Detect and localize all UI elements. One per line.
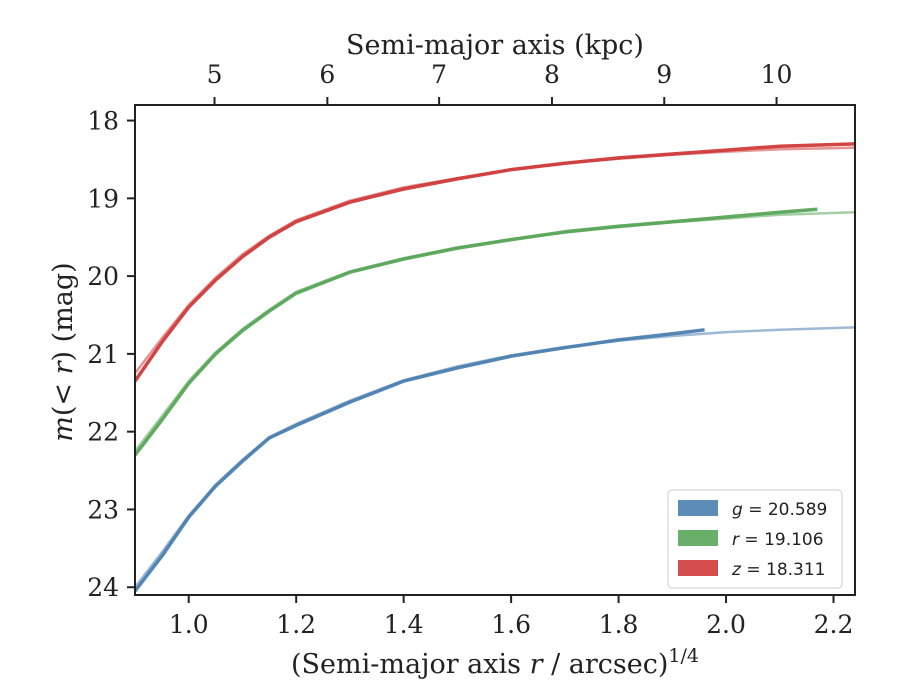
x-tick-label: 1.8 xyxy=(599,610,639,639)
legend-swatch-z xyxy=(678,560,718,576)
top-x-tick-label: 5 xyxy=(207,60,223,89)
legend-entry-r: r = 19.106 xyxy=(732,530,824,550)
y-tick-label: 24 xyxy=(87,573,119,602)
top-x-axis-title: Semi-major axis (kpc) xyxy=(346,30,644,61)
legend-entry-g: g = 20.589 xyxy=(732,500,827,520)
y-tick-label: 19 xyxy=(87,184,119,213)
series-layer xyxy=(135,142,855,593)
legend-swatch-g xyxy=(678,500,718,516)
top-x-tick-label: 7 xyxy=(431,60,447,89)
top-x-tick-label: 9 xyxy=(656,60,672,89)
y-tick-label: 23 xyxy=(87,495,119,524)
top-x-tick-label: 8 xyxy=(544,60,560,89)
x-tick-label: 1.0 xyxy=(169,610,209,639)
y-axis-title: m(< r) (mag) xyxy=(48,262,79,441)
plot-frame xyxy=(134,104,856,596)
series-r-line xyxy=(135,207,818,457)
x-tick-label: 1.6 xyxy=(491,610,531,639)
legend: g = 20.589 r = 19.106 z = 18.311 xyxy=(667,489,843,589)
legend-swatch-r xyxy=(678,530,718,546)
x-tick-label: 2.2 xyxy=(814,610,854,639)
series-z-line xyxy=(135,142,855,383)
top-x-tick-label: 6 xyxy=(319,60,335,89)
top-x-axis: 5 6 7 8 9 10 xyxy=(207,60,793,105)
y-tick-label: 18 xyxy=(87,107,119,136)
top-x-tick-label: 10 xyxy=(761,60,793,89)
series-g-line xyxy=(135,328,705,593)
y-axis: 18 19 20 21 22 23 24 xyxy=(87,107,135,602)
y-tick-label: 21 xyxy=(87,340,119,369)
y-tick-label: 20 xyxy=(87,262,119,291)
x-tick-label: 1.2 xyxy=(276,610,316,639)
x-tick-label: 1.4 xyxy=(384,610,424,639)
legend-entry-z: z = 18.311 xyxy=(731,560,825,580)
bottom-x-axis: 1.0 1.2 1.4 1.6 1.8 2.0 2.2 xyxy=(169,595,854,639)
x-tick-label: 2.0 xyxy=(706,610,746,639)
y-tick-label: 22 xyxy=(87,418,119,447)
series-z-model-line xyxy=(135,146,855,375)
bottom-x-axis-title: (Semi-major axis r / arcsec)1/4 xyxy=(291,645,699,680)
